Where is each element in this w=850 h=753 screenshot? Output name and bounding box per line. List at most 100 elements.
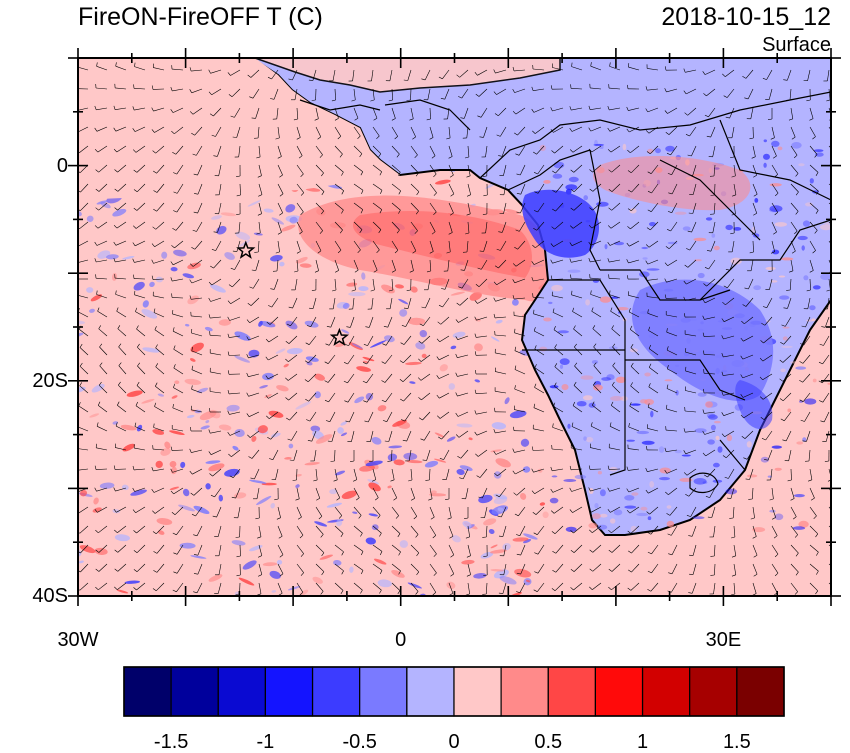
colorbar xyxy=(124,667,784,716)
land-anomaly-cell xyxy=(640,507,647,511)
land-anomaly-cell xyxy=(803,275,808,280)
land-anomaly-cell xyxy=(641,247,648,249)
lat-label: 0 xyxy=(8,155,68,177)
land-anomaly-cell xyxy=(585,299,590,305)
colorbar-swatch xyxy=(218,667,265,716)
land-anomaly-cell xyxy=(614,242,624,245)
land-anomaly-cell xyxy=(693,516,705,519)
land-anomaly-cell xyxy=(567,424,570,429)
wind-barb-flag xyxy=(76,467,77,471)
land-anomaly-cell xyxy=(586,437,593,442)
land-anomaly-cell xyxy=(543,318,552,322)
land-anomaly-cell xyxy=(809,305,815,310)
land-anomaly-cell xyxy=(707,439,715,444)
land-anomaly-cell xyxy=(787,409,791,413)
lon-label: 0 xyxy=(361,629,441,651)
land-anomaly-cell xyxy=(600,514,608,518)
land-anomaly-cell xyxy=(631,492,638,495)
land-anomaly-cell xyxy=(813,379,817,383)
land-anomaly-cell xyxy=(594,503,598,508)
land-anomaly-cell xyxy=(781,257,793,260)
land-anomaly-cell xyxy=(714,421,721,423)
land-anomaly-cell xyxy=(642,441,655,445)
land-anomaly-cell xyxy=(775,514,784,521)
colorbar-swatch xyxy=(313,667,360,716)
land-anomaly-cell xyxy=(647,268,660,270)
land-anomaly-cell xyxy=(818,521,824,527)
land-anomaly-cell xyxy=(631,403,641,405)
land-anomaly-cell xyxy=(624,506,636,509)
land-anomaly-cell xyxy=(588,523,597,529)
wind-barb-flag xyxy=(832,136,835,139)
land-anomaly-cell xyxy=(694,238,707,241)
land-anomaly-cell xyxy=(592,360,598,364)
land-anomaly-cell xyxy=(802,245,805,250)
land-anomaly-cell xyxy=(712,234,716,238)
wind-barb-flag xyxy=(834,154,836,157)
land-anomaly-cell xyxy=(655,148,661,153)
wind-barb-flag xyxy=(836,172,838,176)
land-anomaly-cell xyxy=(694,478,707,485)
land-anomaly-cell xyxy=(551,285,563,291)
land-anomaly-cell xyxy=(714,246,720,251)
colorbar-swatch xyxy=(501,667,548,716)
land-anomaly-cell xyxy=(559,510,571,513)
land-anomaly-cell xyxy=(810,178,814,183)
ocean-anomaly-cell xyxy=(348,292,365,296)
wind-barb-flag xyxy=(836,210,838,214)
land-anomaly-cell xyxy=(626,440,635,442)
land-anomaly-cell xyxy=(795,366,806,369)
lon-label: 30W xyxy=(38,629,118,651)
wind-barb-flag xyxy=(834,515,837,518)
land-anomaly-cell xyxy=(605,244,608,249)
land-anomaly-cell xyxy=(644,373,651,377)
land-anomaly-cell xyxy=(600,296,611,302)
land-anomaly-cell xyxy=(558,330,569,333)
land-anomaly-cell xyxy=(560,365,563,369)
land-anomaly-cell xyxy=(781,346,793,348)
land-anomaly-cell xyxy=(775,222,787,227)
land-anomaly-cell xyxy=(794,494,805,497)
land-anomaly-cell xyxy=(624,495,634,501)
land-anomaly-cell xyxy=(764,139,767,142)
land-anomaly-cell xyxy=(782,327,789,329)
land-anomaly-cell xyxy=(793,526,805,530)
land-anomaly-cell xyxy=(779,276,785,278)
land-anomaly-cell xyxy=(682,455,691,457)
land-anomaly-cell xyxy=(796,441,803,444)
colorbar-swatch xyxy=(643,667,690,716)
land-anomaly-cell xyxy=(596,202,608,207)
land-anomaly-cell xyxy=(814,149,824,152)
land-anomaly-cell xyxy=(708,414,718,419)
land-anomaly-cell xyxy=(543,180,550,184)
land-anomaly-cell xyxy=(770,205,783,212)
land-anomaly-cell xyxy=(599,145,603,149)
land-anomaly-cell xyxy=(649,222,656,226)
land-anomaly-cell xyxy=(583,195,588,200)
land-anomaly-cell xyxy=(815,152,824,156)
land-anomaly-cell xyxy=(754,198,758,203)
land-anomaly-cell xyxy=(664,379,672,381)
colorbar-swatch xyxy=(265,667,312,716)
land-anomaly-cell xyxy=(659,446,664,453)
wind-barb-flag xyxy=(835,533,837,536)
land-anomaly-cell xyxy=(640,399,648,403)
land-anomaly-cell xyxy=(726,489,738,495)
land-anomaly-cell xyxy=(649,481,654,488)
land-anomaly-cell xyxy=(593,144,604,146)
land-anomaly-cell xyxy=(770,183,782,186)
land-anomaly-cell xyxy=(568,270,581,273)
land-anomaly-cell xyxy=(535,427,548,429)
land-anomaly-cell xyxy=(600,489,606,496)
land-anomaly-cell xyxy=(711,425,716,431)
land-anomaly-cell xyxy=(648,516,652,520)
colorbar-swatch xyxy=(360,667,407,716)
wind-barb-flag xyxy=(836,571,838,575)
colorbar-swatch xyxy=(595,667,642,716)
land-anomaly-cell xyxy=(779,295,789,299)
land-anomaly-cell xyxy=(790,361,799,363)
land-anomaly-cell xyxy=(550,385,559,388)
land-anomaly-cell xyxy=(783,336,788,340)
land-anomaly-cell xyxy=(803,220,810,226)
land-anomaly-cell xyxy=(695,428,707,433)
